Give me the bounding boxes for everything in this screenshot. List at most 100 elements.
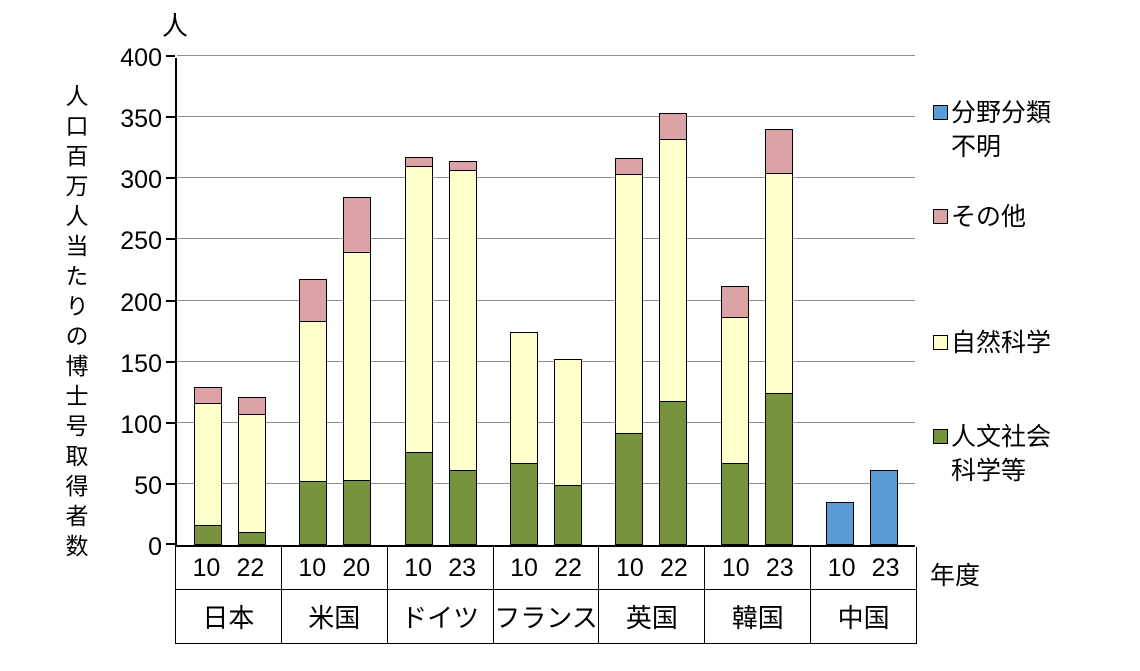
bar-segment-unknown — [826, 502, 855, 545]
bars-layer — [177, 58, 915, 545]
y-tick-label-350: 350 — [120, 105, 162, 134]
bar-segment-other — [659, 113, 688, 140]
bar-group-英国 — [599, 58, 704, 545]
bar-segment-natural — [404, 166, 433, 453]
y-axis-tick-labels: 0 50 100 150 200 250 300 350 400 — [92, 44, 162, 561]
country-label-ドイツ: ドイツ — [388, 590, 494, 643]
legend-swatch-icon-other — [933, 209, 948, 224]
bar-segment-natural — [237, 414, 266, 533]
bar-segment-unknown — [870, 470, 899, 545]
y-tick-label-100: 100 — [120, 410, 162, 439]
gridline-250 — [177, 238, 915, 240]
year-label-中国-10: 10 — [827, 553, 856, 582]
bar-ドイツ-23 — [448, 161, 477, 545]
bar-segment-humanities — [237, 532, 266, 545]
y-tick-mark-350 — [166, 116, 175, 119]
year-label-フランス-22: 22 — [554, 553, 582, 582]
gridline-50 — [177, 482, 915, 484]
country-label-米国: 米国 — [282, 590, 388, 643]
bar-segment-natural — [509, 332, 538, 464]
year-label-英国-22: 22 — [659, 553, 688, 582]
bar-segment-natural — [659, 139, 688, 402]
legend-label-unknown: 分野分類 不明 — [951, 99, 1052, 161]
year-label-中国-23: 23 — [871, 553, 900, 582]
bar-英国-22 — [659, 113, 688, 545]
gridline-400 — [177, 55, 915, 56]
year-label-日本-10: 10 — [192, 553, 221, 582]
gridline-350 — [177, 116, 915, 118]
bar-ドイツ-10 — [404, 157, 433, 545]
gridlines-layer — [166, 55, 915, 545]
bar-segment-natural — [299, 321, 328, 482]
year-cell-米国: 10 20 — [282, 547, 388, 589]
bar-segment-humanities — [299, 481, 328, 545]
gridline-100 — [177, 421, 915, 423]
year-label-韓国-10: 10 — [721, 553, 750, 582]
bar-segment-natural — [553, 359, 582, 486]
bar-segment-humanities — [764, 393, 793, 545]
x-axis-title: 年度 — [930, 562, 981, 590]
y-tick-mark-100 — [166, 421, 175, 424]
legend-item-humanities: 人文社会 科学等 — [933, 420, 1051, 488]
bar-segment-natural — [720, 317, 749, 464]
year-label-米国-10: 10 — [298, 553, 327, 582]
year-label-日本-22: 22 — [236, 553, 265, 582]
y-tick-mark-50 — [166, 482, 175, 485]
bar-segment-other — [764, 129, 793, 174]
y-tick-mark-0 — [166, 543, 175, 545]
y-tick-label-250: 250 — [120, 227, 162, 256]
bar-フランス-22 — [553, 359, 582, 545]
bar-group-ドイツ — [388, 58, 493, 545]
legend-swatch-icon-humanities — [933, 429, 948, 444]
y-tick-label-0: 0 — [148, 533, 162, 561]
bar-segment-humanities — [553, 485, 582, 545]
year-label-韓国-23: 23 — [765, 553, 794, 582]
bar-segment-humanities — [509, 463, 538, 545]
legend-item-unknown: 分野分類 不明 — [933, 96, 1051, 164]
legend-swatch-icon-unknown — [933, 105, 948, 120]
bar-米国-10 — [299, 279, 328, 545]
bar-中国-10 — [826, 502, 855, 545]
y-tick-mark-200 — [166, 299, 175, 302]
bar-米国-20 — [343, 197, 372, 545]
legend-item-other: その他 — [933, 200, 1026, 234]
country-row: 日本 米国 ドイツ フランス 英国 韓国 中国 — [175, 590, 918, 644]
bar-segment-humanities — [404, 452, 433, 545]
gridline-150 — [177, 360, 915, 362]
year-cell-中国: 10 23 — [811, 547, 918, 589]
bar-segment-humanities — [615, 433, 644, 545]
bar-group-米国 — [282, 58, 387, 545]
gridline-200 — [177, 299, 915, 301]
legend-label-other: その他 — [951, 203, 1027, 231]
bar-group-フランス — [493, 58, 598, 545]
bar-segment-humanities — [343, 480, 372, 545]
country-label-中国: 中国 — [811, 590, 918, 643]
year-label-米国-20: 20 — [342, 553, 371, 582]
country-label-日本: 日本 — [176, 590, 282, 643]
year-cell-フランス: 10 22 — [494, 547, 600, 589]
country-label-フランス: フランス — [494, 590, 600, 643]
y-tick-mark-300 — [166, 177, 175, 180]
legend-item-natural: 自然科学 — [933, 326, 1051, 360]
year-label-ドイツ-23: 23 — [448, 553, 477, 582]
bar-segment-other — [720, 286, 749, 318]
year-label-英国-10: 10 — [615, 553, 644, 582]
plot-area — [166, 55, 915, 547]
bar-韓国-10 — [720, 286, 749, 545]
bar-segment-humanities — [448, 470, 477, 545]
legend-label-natural: 自然科学 — [951, 329, 1052, 357]
y-axis-title: 人口百万人当たりの博士号取得者数 — [62, 84, 88, 564]
bar-segment-natural — [764, 173, 793, 394]
bar-segment-natural — [615, 174, 644, 434]
year-cell-ドイツ: 10 23 — [388, 547, 494, 589]
legend-swatch-icon-natural — [933, 335, 948, 350]
year-row: 10 22 10 20 10 23 10 22 10 22 10 23 10 23 — [175, 547, 918, 590]
x-axis-table: 10 22 10 20 10 23 10 22 10 22 10 23 10 23 日本 米国 ドイツ フランス… — [175, 547, 918, 644]
y-tick-label-300: 300 — [120, 166, 162, 195]
bar-group-中国 — [810, 58, 915, 545]
year-cell-韓国: 10 23 — [705, 547, 812, 589]
bar-日本-22 — [237, 397, 266, 545]
year-label-ドイツ-10: 10 — [404, 553, 433, 582]
bar-segment-natural — [343, 252, 372, 481]
